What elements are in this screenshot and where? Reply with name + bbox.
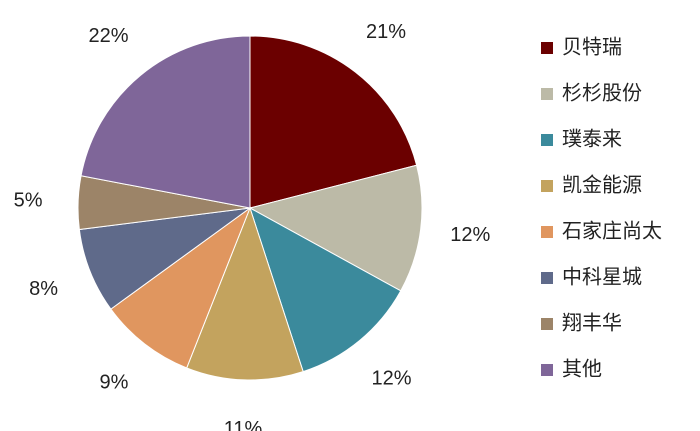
data-label: 21% <box>366 21 406 43</box>
pie-slice <box>248 164 423 292</box>
legend-label: 凯金能源 <box>562 173 642 196</box>
legend-label: 璞泰来 <box>562 127 622 150</box>
legend-label: 其他 <box>562 357 602 380</box>
data-label: 12% <box>450 224 490 246</box>
legend-swatch <box>541 226 553 238</box>
legend-swatch <box>541 272 553 284</box>
legend-swatch <box>541 134 553 146</box>
legend-label: 杉杉股份 <box>562 81 642 104</box>
data-label: 8% <box>29 278 58 300</box>
pie-slice <box>249 35 418 209</box>
legend-label: 翔丰华 <box>562 311 622 334</box>
data-label: 22% <box>88 25 128 47</box>
pie-slice <box>186 206 304 381</box>
legend-swatch <box>541 88 553 100</box>
data-label: 12% <box>371 367 411 389</box>
legend-label: 石家庄尚太 <box>562 219 662 242</box>
legend-swatch <box>541 364 553 376</box>
pie-slice <box>80 35 251 209</box>
data-label: 11% <box>224 418 263 431</box>
legend-swatch <box>541 180 553 192</box>
legend-label: 贝特瑞 <box>562 35 622 58</box>
legend-swatch <box>541 318 553 330</box>
data-label: 5% <box>14 189 43 211</box>
pie-slice <box>249 206 402 373</box>
data-label: 9% <box>99 372 128 394</box>
legend-label: 中科星城 <box>562 265 642 288</box>
pie-slice <box>110 206 252 369</box>
legend-swatch <box>541 42 553 54</box>
